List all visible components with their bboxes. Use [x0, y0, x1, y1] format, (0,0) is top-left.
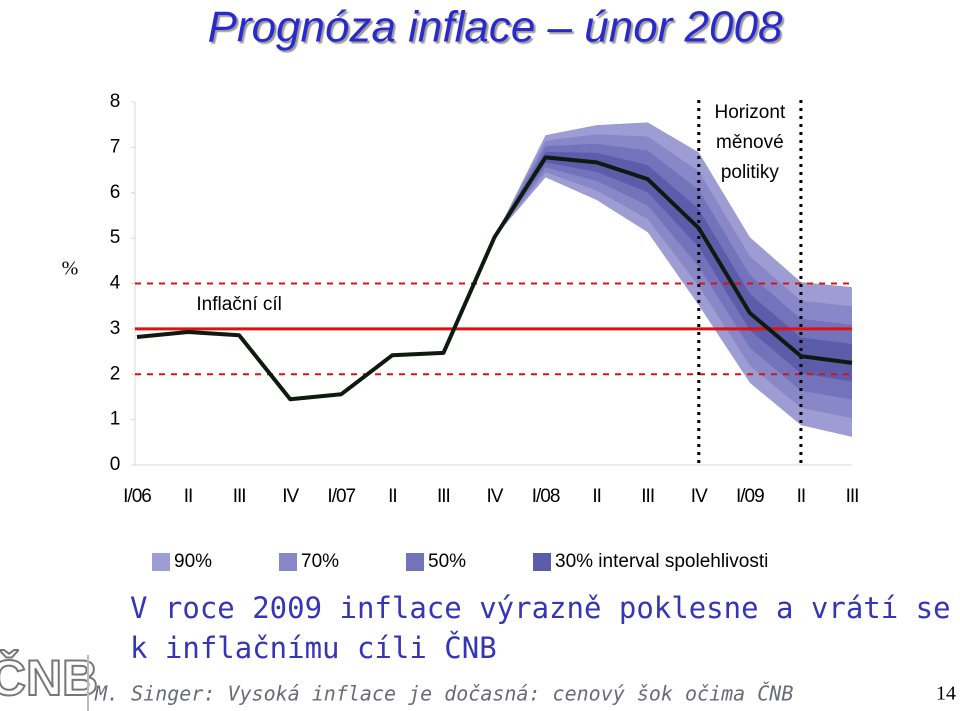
logo: ČNB — [0, 649, 98, 706]
legend-swatch — [152, 553, 170, 571]
x-tick-label: I/07 — [327, 486, 355, 507]
x-tick-label: IV — [487, 486, 504, 507]
legend-label: 30% interval spolehlivosti — [555, 551, 768, 572]
message-line: k inflačnímu cíli ČNB — [130, 631, 497, 665]
x-tick-label: I/06 — [123, 486, 151, 507]
legend-swatch — [279, 553, 297, 571]
chart-title: Prognóza inflace – únor 2008 — [208, 3, 783, 52]
y-tick-label: 7 — [110, 136, 121, 157]
x-tick-label: III — [233, 486, 246, 507]
horizon-label: měnové — [716, 132, 784, 153]
page-number: 14 — [936, 683, 956, 705]
x-tick-label: I/08 — [532, 486, 560, 507]
horizon-label: Horizont — [714, 102, 785, 123]
x-tick-label: II — [797, 486, 806, 507]
y-tick-label: 0 — [110, 454, 121, 475]
forecast-line — [136, 155, 853, 402]
x-tick-label: III — [437, 486, 450, 507]
message-line: V roce 2009 inflace výrazně poklesne a v… — [130, 591, 951, 625]
x-tick-label: I/09 — [736, 486, 764, 507]
x-tick-label: II — [388, 486, 397, 507]
y-tick-label: 2 — [110, 363, 121, 384]
x-tick-label: II — [184, 486, 193, 507]
legend-label: 90% — [174, 551, 212, 572]
y-tick-label: 8 — [110, 91, 121, 112]
y-axis-label: % — [62, 258, 79, 280]
x-tick-label: III — [641, 486, 654, 507]
y-tick-label: 5 — [110, 227, 121, 248]
y-tick-label: 1 — [110, 409, 121, 430]
y-tick-label: 4 — [110, 273, 121, 294]
x-tick-label: IV — [691, 486, 708, 507]
footer: M. Singer: Vysoká inflace je dočasná: ce… — [94, 682, 793, 706]
x-tick-label: II — [592, 486, 601, 507]
legend-swatch — [533, 553, 551, 571]
legend-label: 50% — [428, 551, 466, 572]
y-tick-label: 6 — [110, 182, 121, 203]
horizon-label: politiky — [721, 162, 780, 183]
target-label: Inflační cíl — [196, 294, 282, 315]
x-tick-label: III — [846, 486, 859, 507]
x-tick-label: IV — [282, 486, 299, 507]
y-tick-label: 3 — [110, 318, 121, 339]
legend-swatch — [406, 553, 424, 571]
legend-label: 70% — [301, 551, 339, 572]
